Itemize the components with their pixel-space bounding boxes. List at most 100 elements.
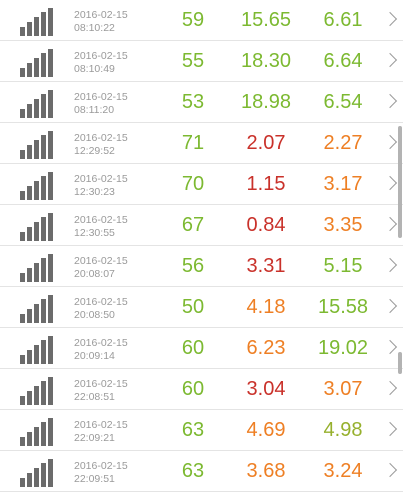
timestamp: 2016-02-15 20:08:50: [74, 296, 164, 322]
date-label: 2016-02-15: [74, 296, 128, 308]
timestamp: 2016-02-15 08:11:20: [74, 91, 164, 117]
chevron-right-icon[interactable]: [382, 462, 398, 478]
value-1: 67: [181, 214, 205, 236]
value-2: 15.65: [240, 9, 292, 31]
timestamp: 2016-02-15 22:08:51: [74, 378, 164, 404]
list-item[interactable]: 2016-02-15 20:08:07 56 3.31 5.15: [0, 246, 403, 287]
value-1: 50: [181, 296, 205, 318]
value-2: 2.07: [246, 132, 286, 154]
timestamp: 2016-02-15 20:08:07: [74, 255, 164, 281]
value-3: 3.24: [323, 460, 363, 482]
value-3: 15.58: [317, 296, 369, 318]
value-1: 70: [181, 173, 205, 195]
date-label: 2016-02-15: [74, 214, 128, 226]
timestamp: 2016-02-15 12:30:23: [74, 173, 164, 199]
value-3: 4.98: [323, 419, 363, 441]
date-label: 2016-02-15: [74, 337, 128, 349]
signal-strength-icon: [20, 49, 54, 77]
chevron-right-icon[interactable]: [382, 380, 398, 396]
signal-strength-icon: [20, 418, 54, 446]
list-item[interactable]: 2016-02-15 22:09:51 63 3.68 3.24: [0, 451, 403, 492]
timestamp: 2016-02-15 08:10:49: [74, 50, 164, 76]
value-2: 1.15: [246, 173, 286, 195]
signal-strength-icon: [20, 295, 54, 323]
date-label: 2016-02-15: [74, 50, 128, 62]
value-1: 59: [181, 9, 205, 31]
date-label: 2016-02-15: [74, 173, 128, 185]
chevron-right-icon[interactable]: [382, 257, 398, 273]
time-label: 12:30:23: [74, 186, 115, 198]
chevron-right-icon[interactable]: [382, 93, 398, 109]
chevron-right-icon[interactable]: [382, 175, 398, 191]
value-3: 3.07: [323, 378, 363, 400]
chevron-right-icon[interactable]: [382, 298, 398, 314]
timestamp: 2016-02-15 22:09:21: [74, 419, 164, 445]
date-label: 2016-02-15: [74, 255, 128, 267]
list-item[interactable]: 2016-02-15 20:09:14 60 6.23 19.02: [0, 328, 403, 369]
signal-strength-icon: [20, 213, 54, 241]
timestamp: 2016-02-15 22:09:51: [74, 460, 164, 486]
value-3: 2.27: [323, 132, 363, 154]
signal-strength-icon: [20, 90, 54, 118]
list-item[interactable]: 2016-02-15 12:30:23 70 1.15 3.17: [0, 164, 403, 205]
value-3: 6.64: [323, 50, 363, 72]
list-item[interactable]: 2016-02-15 20:08:50 50 4.18 15.58: [0, 287, 403, 328]
list-item[interactable]: 2016-02-15 08:10:22 59 15.65 6.61: [0, 0, 403, 41]
time-label: 08:11:20: [74, 104, 115, 116]
chevron-right-icon[interactable]: [382, 52, 398, 68]
signal-strength-icon: [20, 377, 54, 405]
value-2: 18.30: [240, 50, 292, 72]
time-label: 22:08:51: [74, 391, 115, 403]
list-item[interactable]: 2016-02-15 22:09:21 63 4.69 4.98: [0, 410, 403, 451]
time-label: 08:10:22: [74, 22, 115, 34]
signal-strength-icon: [20, 172, 54, 200]
date-label: 2016-02-15: [74, 9, 128, 21]
signal-strength-icon: [20, 336, 54, 364]
value-2: 6.23: [246, 337, 286, 359]
list-item[interactable]: 2016-02-15 22:08:51 60 3.04 3.07: [0, 369, 403, 410]
list-item[interactable]: 2016-02-15 08:11:20 53 18.98 6.54: [0, 82, 403, 123]
list-item[interactable]: 2016-02-15 12:29:52 71 2.07 2.27: [0, 123, 403, 164]
value-1: 60: [181, 378, 205, 400]
date-label: 2016-02-15: [74, 132, 128, 144]
signal-strength-icon: [20, 131, 54, 159]
list-item[interactable]: 2016-02-15 12:30:55 67 0.84 3.35: [0, 205, 403, 246]
signal-strength-icon: [20, 459, 54, 487]
scrollbar-thumb[interactable]: [398, 352, 402, 374]
scrollbar-thumb[interactable]: [398, 126, 402, 238]
value-2: 4.69: [246, 419, 286, 441]
chevron-right-icon[interactable]: [382, 216, 398, 232]
timestamp: 2016-02-15 12:29:52: [74, 132, 164, 158]
value-3: 19.02: [317, 337, 369, 359]
date-label: 2016-02-15: [74, 378, 128, 390]
time-label: 20:09:14: [74, 350, 115, 362]
value-1: 63: [181, 419, 205, 441]
signal-strength-icon: [20, 8, 54, 36]
value-2: 3.31: [246, 255, 286, 277]
time-label: 22:09:21: [74, 432, 115, 444]
value-2: 18.98: [240, 91, 292, 113]
value-3: 6.61: [323, 9, 363, 31]
time-label: 20:08:07: [74, 268, 115, 280]
value-1: 71: [181, 132, 205, 154]
value-1: 60: [181, 337, 205, 359]
date-label: 2016-02-15: [74, 460, 128, 472]
value-3: 6.54: [323, 91, 363, 113]
value-3: 3.35: [323, 214, 363, 236]
chevron-right-icon[interactable]: [382, 134, 398, 150]
chevron-right-icon[interactable]: [382, 421, 398, 437]
value-1: 63: [181, 460, 205, 482]
date-label: 2016-02-15: [74, 419, 128, 431]
list-item[interactable]: 2016-02-15 08:10:49 55 18.30 6.64: [0, 41, 403, 82]
value-3: 3.17: [323, 173, 363, 195]
value-1: 56: [181, 255, 205, 277]
chevron-right-icon[interactable]: [382, 11, 398, 27]
chevron-right-icon[interactable]: [382, 339, 398, 355]
value-2: 3.04: [246, 378, 286, 400]
timestamp: 2016-02-15 20:09:14: [74, 337, 164, 363]
time-label: 12:30:55: [74, 227, 115, 239]
value-2: 3.68: [246, 460, 286, 482]
date-label: 2016-02-15: [74, 91, 128, 103]
value-3: 5.15: [323, 255, 363, 277]
